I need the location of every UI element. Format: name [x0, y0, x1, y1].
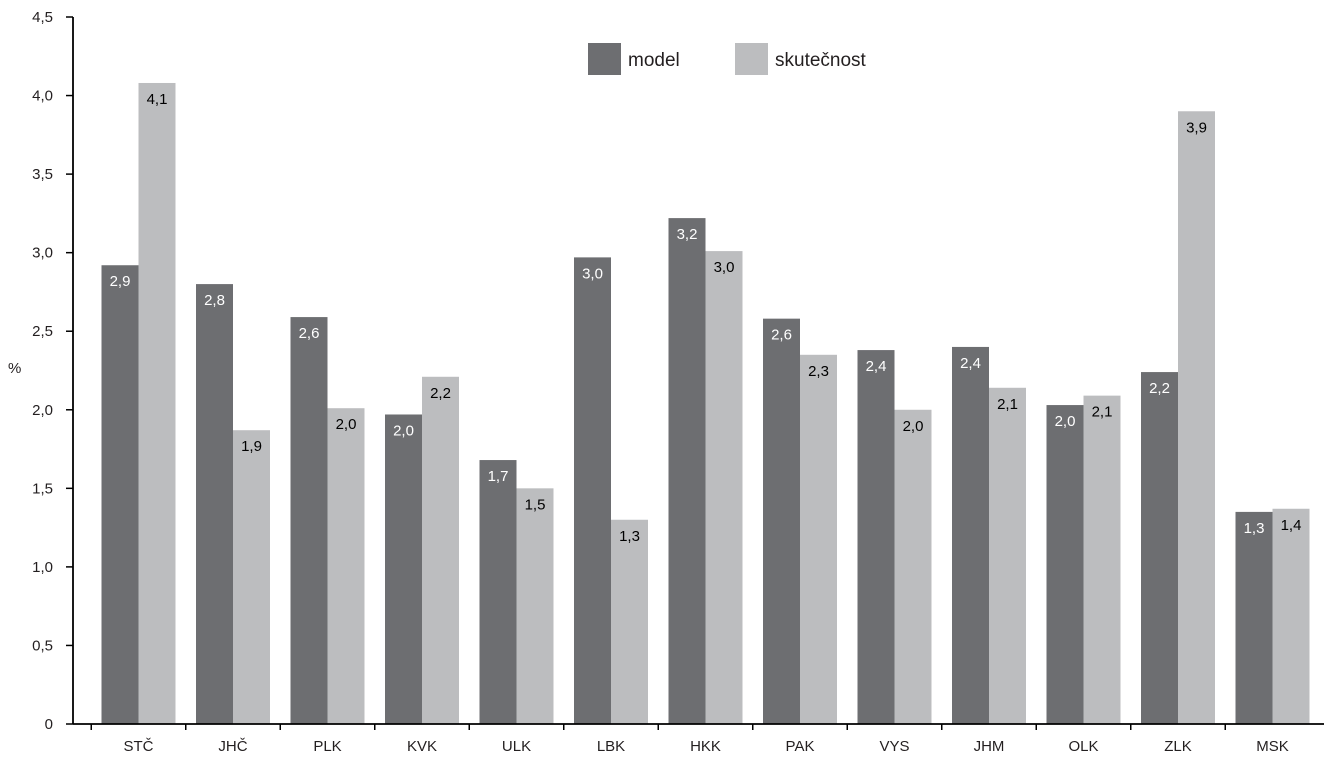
bar-model-9 — [952, 346, 989, 724]
x-tick-label-11: ZLK — [1164, 738, 1192, 755]
bar-skutecnost-5 — [611, 519, 648, 724]
bar-model-12 — [1235, 511, 1273, 724]
x-tick-label-0: STČ — [124, 738, 154, 755]
data-label-skutecnost-3: 2,2 — [430, 385, 451, 402]
data-label-model-12: 1,3 — [1244, 520, 1265, 537]
bar-skutecnost-11 — [1178, 111, 1215, 725]
data-label-model-0: 2,9 — [110, 273, 131, 290]
data-label-skutecnost-11: 3,9 — [1186, 119, 1207, 136]
x-tick-label-1: JHČ — [218, 738, 247, 755]
data-label-model-9: 2,4 — [960, 355, 981, 372]
bar-skutecnost-0 — [138, 82, 176, 724]
bar-skutecnost-9 — [989, 387, 1026, 724]
x-tick-label-3: KVK — [407, 738, 437, 755]
bar-model-8 — [857, 350, 895, 724]
y-tick-label-2: 1,0 — [32, 559, 53, 576]
bars-layer — [101, 82, 1310, 725]
legend-label-model: model — [628, 50, 680, 71]
bar-skutecnost-6 — [705, 251, 743, 724]
x-tick-label-6: HKK — [690, 738, 721, 755]
bar-model-7 — [763, 318, 800, 724]
data-label-model-7: 2,6 — [771, 327, 792, 344]
legend-swatch-skutecnost — [735, 43, 768, 75]
x-tick-label-8: VYS — [879, 738, 909, 755]
y-axis-label: % — [8, 360, 21, 377]
data-label-skutecnost-9: 2,1 — [997, 396, 1018, 413]
bar-model-0 — [101, 265, 139, 724]
x-tick-label-10: OLK — [1068, 738, 1098, 755]
data-label-skutecnost-5: 1,3 — [619, 528, 640, 545]
bar-skutecnost-1 — [233, 430, 270, 724]
data-label-model-6: 3,2 — [677, 226, 698, 243]
x-tick-label-12: MSK — [1256, 738, 1289, 755]
legend-label-skutecnost: skutečnost — [775, 50, 867, 71]
data-label-skutecnost-2: 2,0 — [336, 416, 357, 433]
legend: model skutečnost — [588, 43, 867, 75]
data-label-model-4: 1,7 — [488, 468, 509, 485]
x-tick-label-7: PAK — [786, 738, 815, 755]
bar-model-3 — [385, 414, 422, 724]
y-tick-label-4: 2,0 — [32, 402, 53, 419]
x-tick-label-9: JHM — [974, 738, 1005, 755]
x-tick-label-2: PLK — [313, 738, 341, 755]
bar-skutecnost-12 — [1272, 508, 1310, 724]
data-label-model-1: 2,8 — [204, 292, 225, 309]
bar-model-1 — [196, 284, 233, 724]
data-label-model-8: 2,4 — [866, 358, 887, 375]
bar-skutecnost-7 — [800, 354, 837, 724]
y-tick-label-9: 4,5 — [32, 9, 53, 26]
y-tick-label-3: 1,5 — [32, 480, 53, 497]
data-label-skutecnost-7: 2,3 — [808, 363, 829, 380]
data-label-skutecnost-4: 1,5 — [525, 496, 546, 513]
data-label-skutecnost-10: 2,1 — [1092, 404, 1113, 421]
data-label-skutecnost-8: 2,0 — [903, 418, 924, 435]
bar-model-11 — [1141, 372, 1178, 724]
axes-layer: STČ JHČ PLK KVK ULK LBK HKK PAK VYS JHM OLK ZLK MSK 0… — [32, 9, 1324, 755]
data-labels-layer: 2,9 4,1 2,8 1,9 2,6 2,0 2,0 2,2 1,7 1,5 3,0 1,3 3,2 3… — [110, 91, 1302, 545]
y-tick-label-8: 4,0 — [32, 88, 53, 105]
data-label-model-2: 2,6 — [299, 325, 320, 342]
data-label-model-3: 2,0 — [393, 422, 414, 439]
bar-skutecnost-2 — [327, 408, 365, 724]
bar-model-4 — [479, 460, 517, 724]
y-tick-label-7: 3,5 — [32, 166, 53, 183]
bar-model-2 — [290, 317, 328, 724]
y-tick-label-6: 3,0 — [32, 245, 53, 262]
y-tick-label-1: 0,5 — [32, 637, 53, 654]
data-label-skutecnost-12: 1,4 — [1281, 517, 1302, 534]
x-tick-label-5: LBK — [597, 738, 625, 755]
data-label-skutecnost-6: 3,0 — [714, 259, 735, 276]
y-tick-label-0: 0 — [45, 716, 53, 733]
bar-model-6 — [668, 218, 706, 724]
data-label-model-11: 2,2 — [1149, 380, 1170, 397]
data-label-skutecnost-1: 1,9 — [241, 438, 262, 455]
x-tick-label-4: ULK — [502, 738, 531, 755]
bar-model-5 — [574, 257, 611, 724]
bar-skutecnost-4 — [516, 488, 554, 724]
bar-model-10 — [1046, 405, 1084, 724]
bar-skutecnost-10 — [1083, 395, 1121, 724]
legend-swatch-model — [588, 43, 621, 75]
bar-skutecnost-3 — [422, 376, 459, 724]
data-label-skutecnost-0: 4,1 — [147, 91, 168, 108]
data-label-model-10: 2,0 — [1055, 413, 1076, 430]
data-label-model-5: 3,0 — [582, 265, 603, 282]
bar-skutecnost-8 — [894, 409, 932, 724]
y-tick-label-5: 2,5 — [32, 323, 53, 340]
